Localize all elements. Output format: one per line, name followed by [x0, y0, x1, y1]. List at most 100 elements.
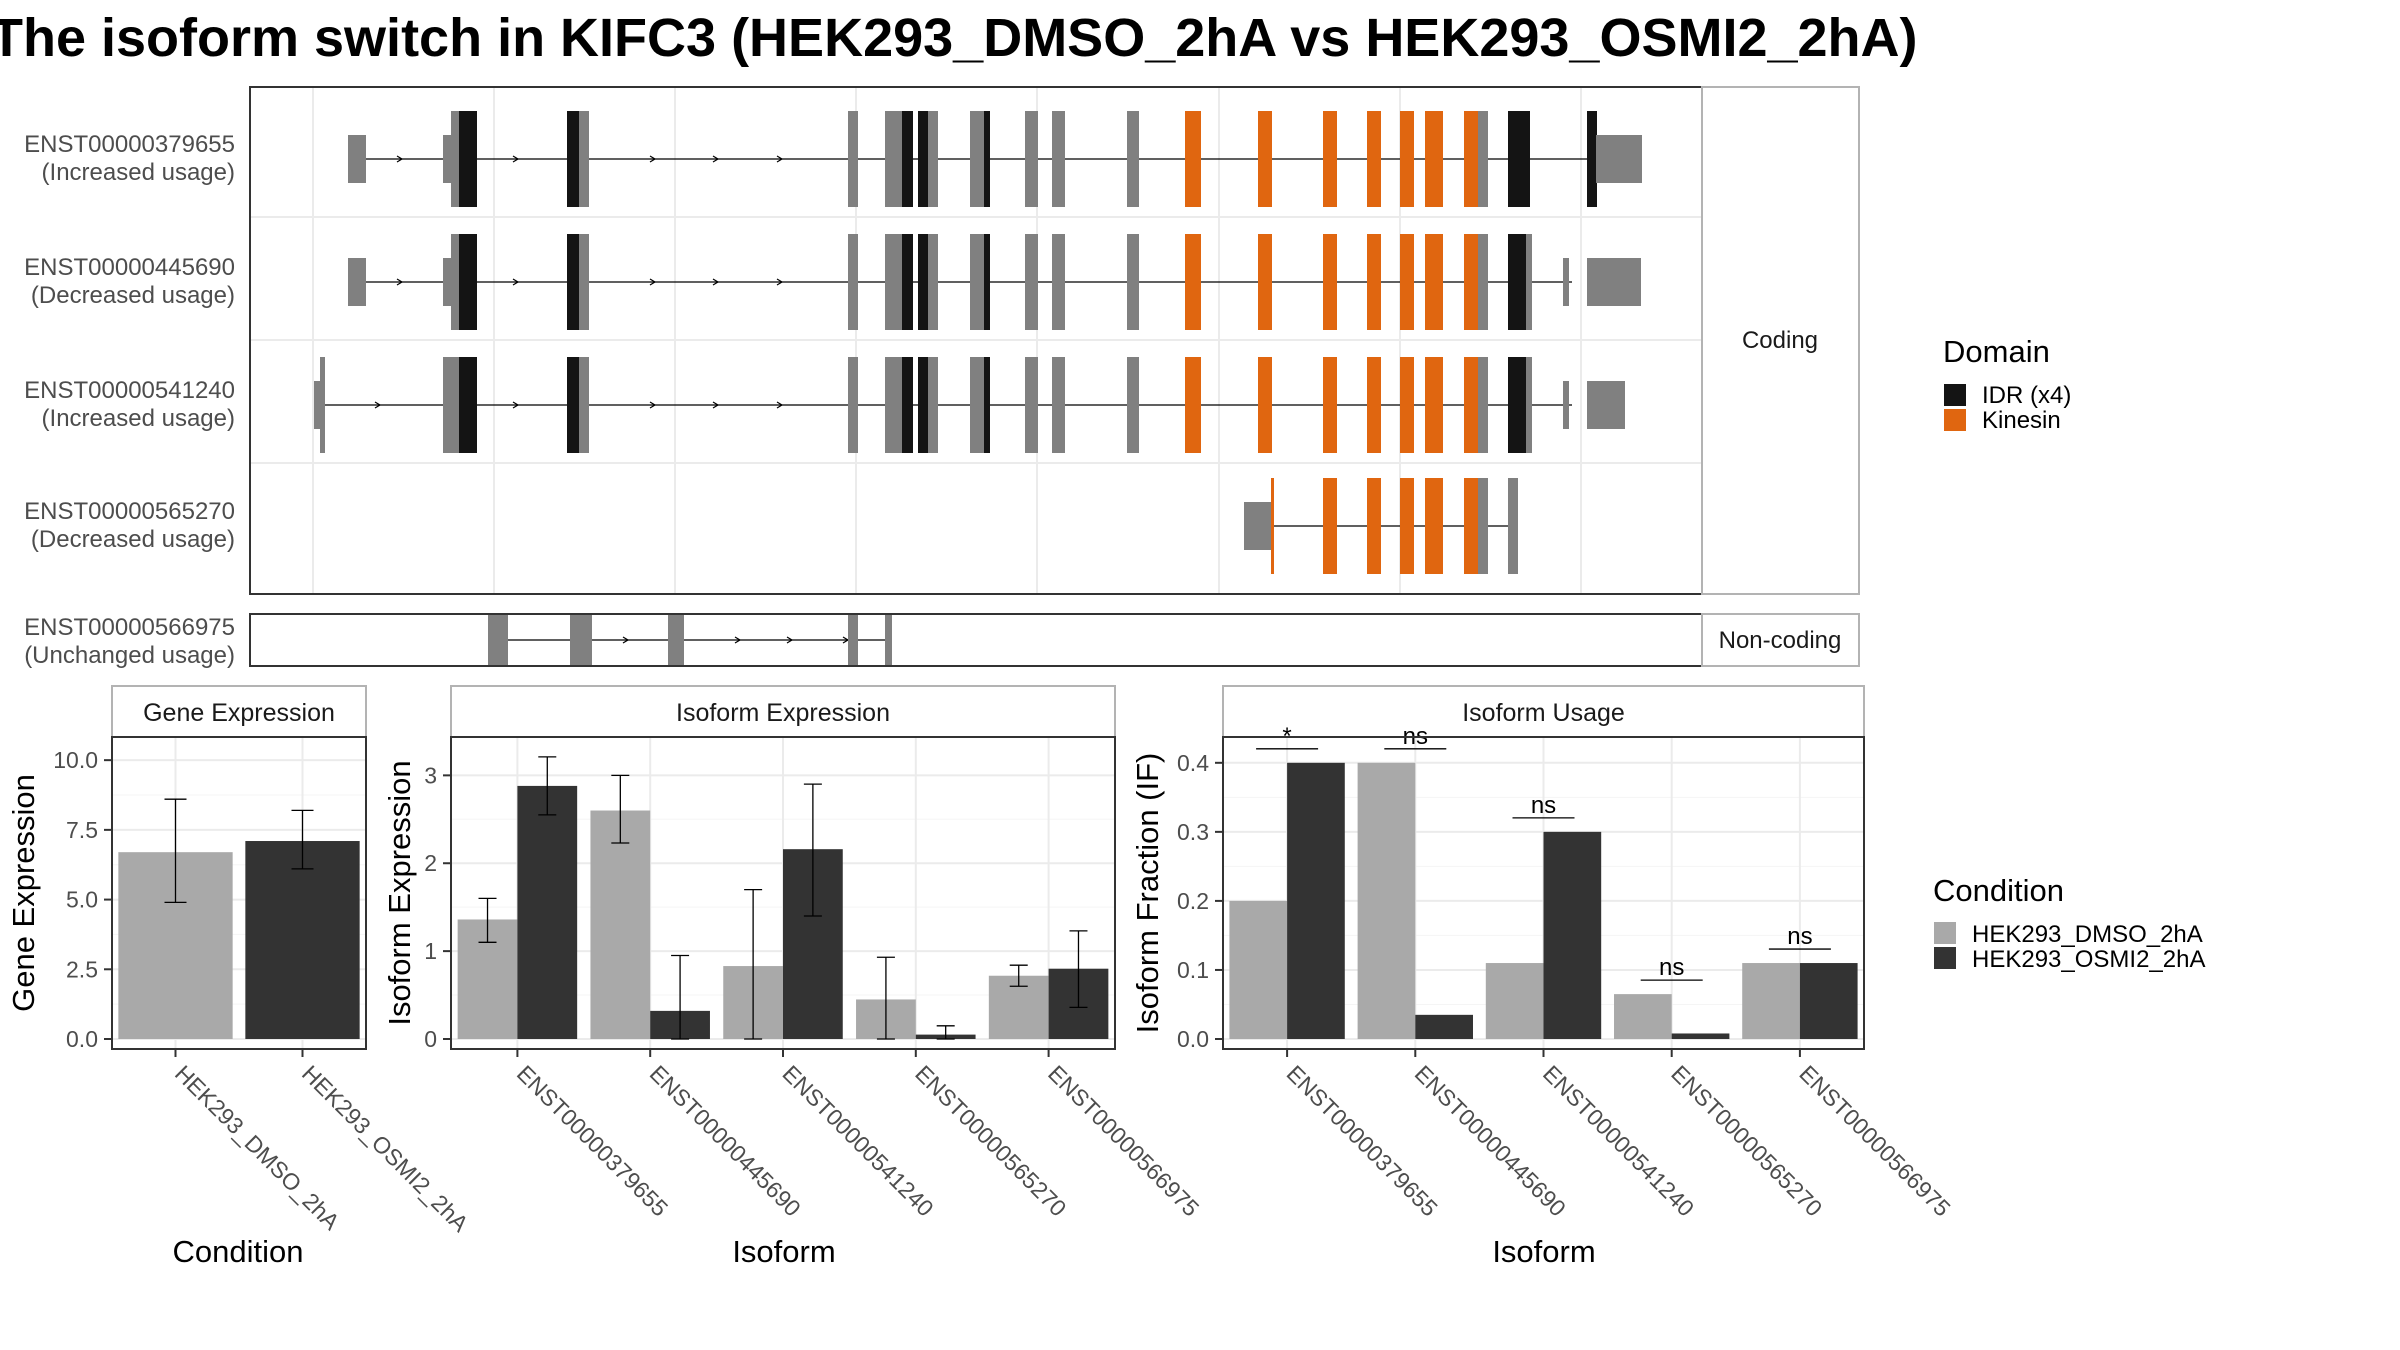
transcript-id-label: ENST00000379655: [24, 131, 235, 158]
intron-arrow: [396, 155, 404, 163]
exon-block: [1508, 478, 1518, 574]
exon-block: [1052, 357, 1065, 453]
intron-arrow: [649, 401, 657, 409]
idr-domain-block: [459, 234, 477, 330]
y-tick-label: 0: [424, 1026, 437, 1052]
x-axis-title: Isoform: [732, 1234, 835, 1269]
intron-arrow: [396, 278, 404, 286]
exon-block: [970, 357, 984, 453]
chart-2: Isoform Usage0.00.10.20.30.4ENST00000379…: [1130, 685, 1956, 1269]
exon-block: [1526, 234, 1532, 330]
facet-strip: [450, 685, 1116, 738]
intron-arrow: [512, 278, 520, 286]
x-axis-title: Condition: [173, 1234, 304, 1269]
intron-arrow: [712, 278, 720, 286]
kinesin-domain-block: [1323, 478, 1337, 574]
transcript-usage-label: (Increased usage): [42, 159, 235, 186]
exon-block: [1526, 357, 1532, 453]
kinesin-domain-block: [1323, 111, 1337, 207]
transcript-usage-label: (Increased usage): [42, 405, 235, 432]
exon-block: [1244, 502, 1274, 550]
transcript-model: [348, 234, 1641, 330]
idr-domain-block: [902, 357, 913, 453]
kinesin-domain-block: [1271, 478, 1274, 574]
y-tick-label: 0.0: [66, 1026, 98, 1052]
exon-block: [348, 135, 366, 183]
noncoding-panel-background: [249, 613, 1703, 667]
transcript-model: [348, 111, 1642, 207]
idr-domain-block: [918, 111, 930, 207]
y-tick-label: 0.1: [1177, 957, 1209, 983]
exon-block: [1563, 381, 1569, 429]
bar: [1671, 1033, 1730, 1039]
condition-legend-label: HEK293_DMSO_2hA: [1972, 921, 2203, 948]
intron-arrow: [734, 636, 742, 644]
kinesin-domain-block: [1323, 234, 1337, 330]
y-tick-label: 0.3: [1177, 819, 1209, 845]
idr-domain-block: [1587, 111, 1597, 207]
exon-block: [1587, 258, 1641, 306]
bar: [1485, 963, 1544, 1039]
x-axis-title: Isoform: [1492, 1234, 1595, 1269]
condition-legend-key: [1934, 922, 1956, 944]
transcript-usage-label: (Decreased usage): [31, 526, 235, 553]
exon-block: [885, 615, 892, 665]
exon-block: [320, 357, 325, 453]
transcript-usage-label: (Unchanged usage): [24, 642, 235, 669]
exon-block: [1478, 111, 1488, 207]
exon-block: [928, 357, 938, 453]
panel-border: [1222, 736, 1865, 1050]
kinesin-domain-block: [1464, 357, 1478, 453]
exon-block: [848, 111, 858, 207]
transcript-model: [488, 615, 892, 665]
kinesin-domain-block: [1464, 478, 1478, 574]
exon-block: [970, 111, 984, 207]
exon-block: [570, 615, 592, 665]
y-tick-label: 2.5: [66, 956, 98, 982]
domain-legend-label: IDR (x4): [1982, 382, 2071, 409]
idr-domain-block: [1508, 234, 1526, 330]
exon-block: [1478, 478, 1488, 574]
idr-domain-block: [459, 111, 477, 207]
intron-arrow: [649, 155, 657, 163]
idr-domain-block: [459, 357, 477, 453]
exon-block: [668, 615, 684, 665]
exon-block: [970, 234, 984, 330]
exon-block: [885, 234, 903, 330]
figure-title: The isoform switch in KIFC3 (HEK293_DMSO…: [0, 8, 1918, 68]
bar: [517, 785, 578, 1039]
bar: [1742, 963, 1800, 1039]
exon-block: [848, 615, 858, 665]
intron-arrow: [786, 636, 794, 644]
facet-strip-title: Gene Expression: [143, 699, 335, 727]
chart-1: Isoform Expression0123ENST00000379655ENS…: [382, 685, 1204, 1269]
exon-block: [314, 381, 320, 429]
y-tick-label: 7.5: [66, 817, 98, 843]
panel-border: [450, 736, 1116, 1050]
condition-legend-label: HEK293_OSMI2_2hA: [1972, 946, 2205, 973]
condition-legend-title: Condition: [1933, 873, 2064, 908]
kinesin-domain-block: [1425, 111, 1443, 207]
exon-block: [1563, 258, 1569, 306]
kinesin-domain-block: [1185, 234, 1201, 330]
y-tick-label: 3: [424, 762, 437, 788]
idr-domain-block: [902, 111, 913, 207]
exon-block: [928, 111, 938, 207]
kinesin-domain-block: [1367, 234, 1381, 330]
idr-domain-block: [1508, 111, 1530, 207]
condition-legend-key: [1934, 947, 1956, 969]
transcript-id-label: ENST00000566975: [24, 614, 235, 641]
intron-arrow: [712, 401, 720, 409]
transcript-id-label: ENST00000541240: [24, 377, 235, 404]
noncoding-strip-label: Non-coding: [1719, 627, 1842, 654]
facet-strip-title: Isoform Usage: [1462, 699, 1625, 727]
idr-domain-block: [567, 111, 579, 207]
bar: [1543, 831, 1602, 1039]
y-axis-title: Isoform Expression: [382, 760, 417, 1025]
kinesin-domain-block: [1185, 357, 1201, 453]
kinesin-domain-block: [1425, 478, 1443, 574]
kinesin-domain-block: [1323, 357, 1337, 453]
idr-domain-block: [902, 234, 913, 330]
significance-label: ns: [1787, 923, 1812, 950]
bar: [1415, 1014, 1473, 1039]
